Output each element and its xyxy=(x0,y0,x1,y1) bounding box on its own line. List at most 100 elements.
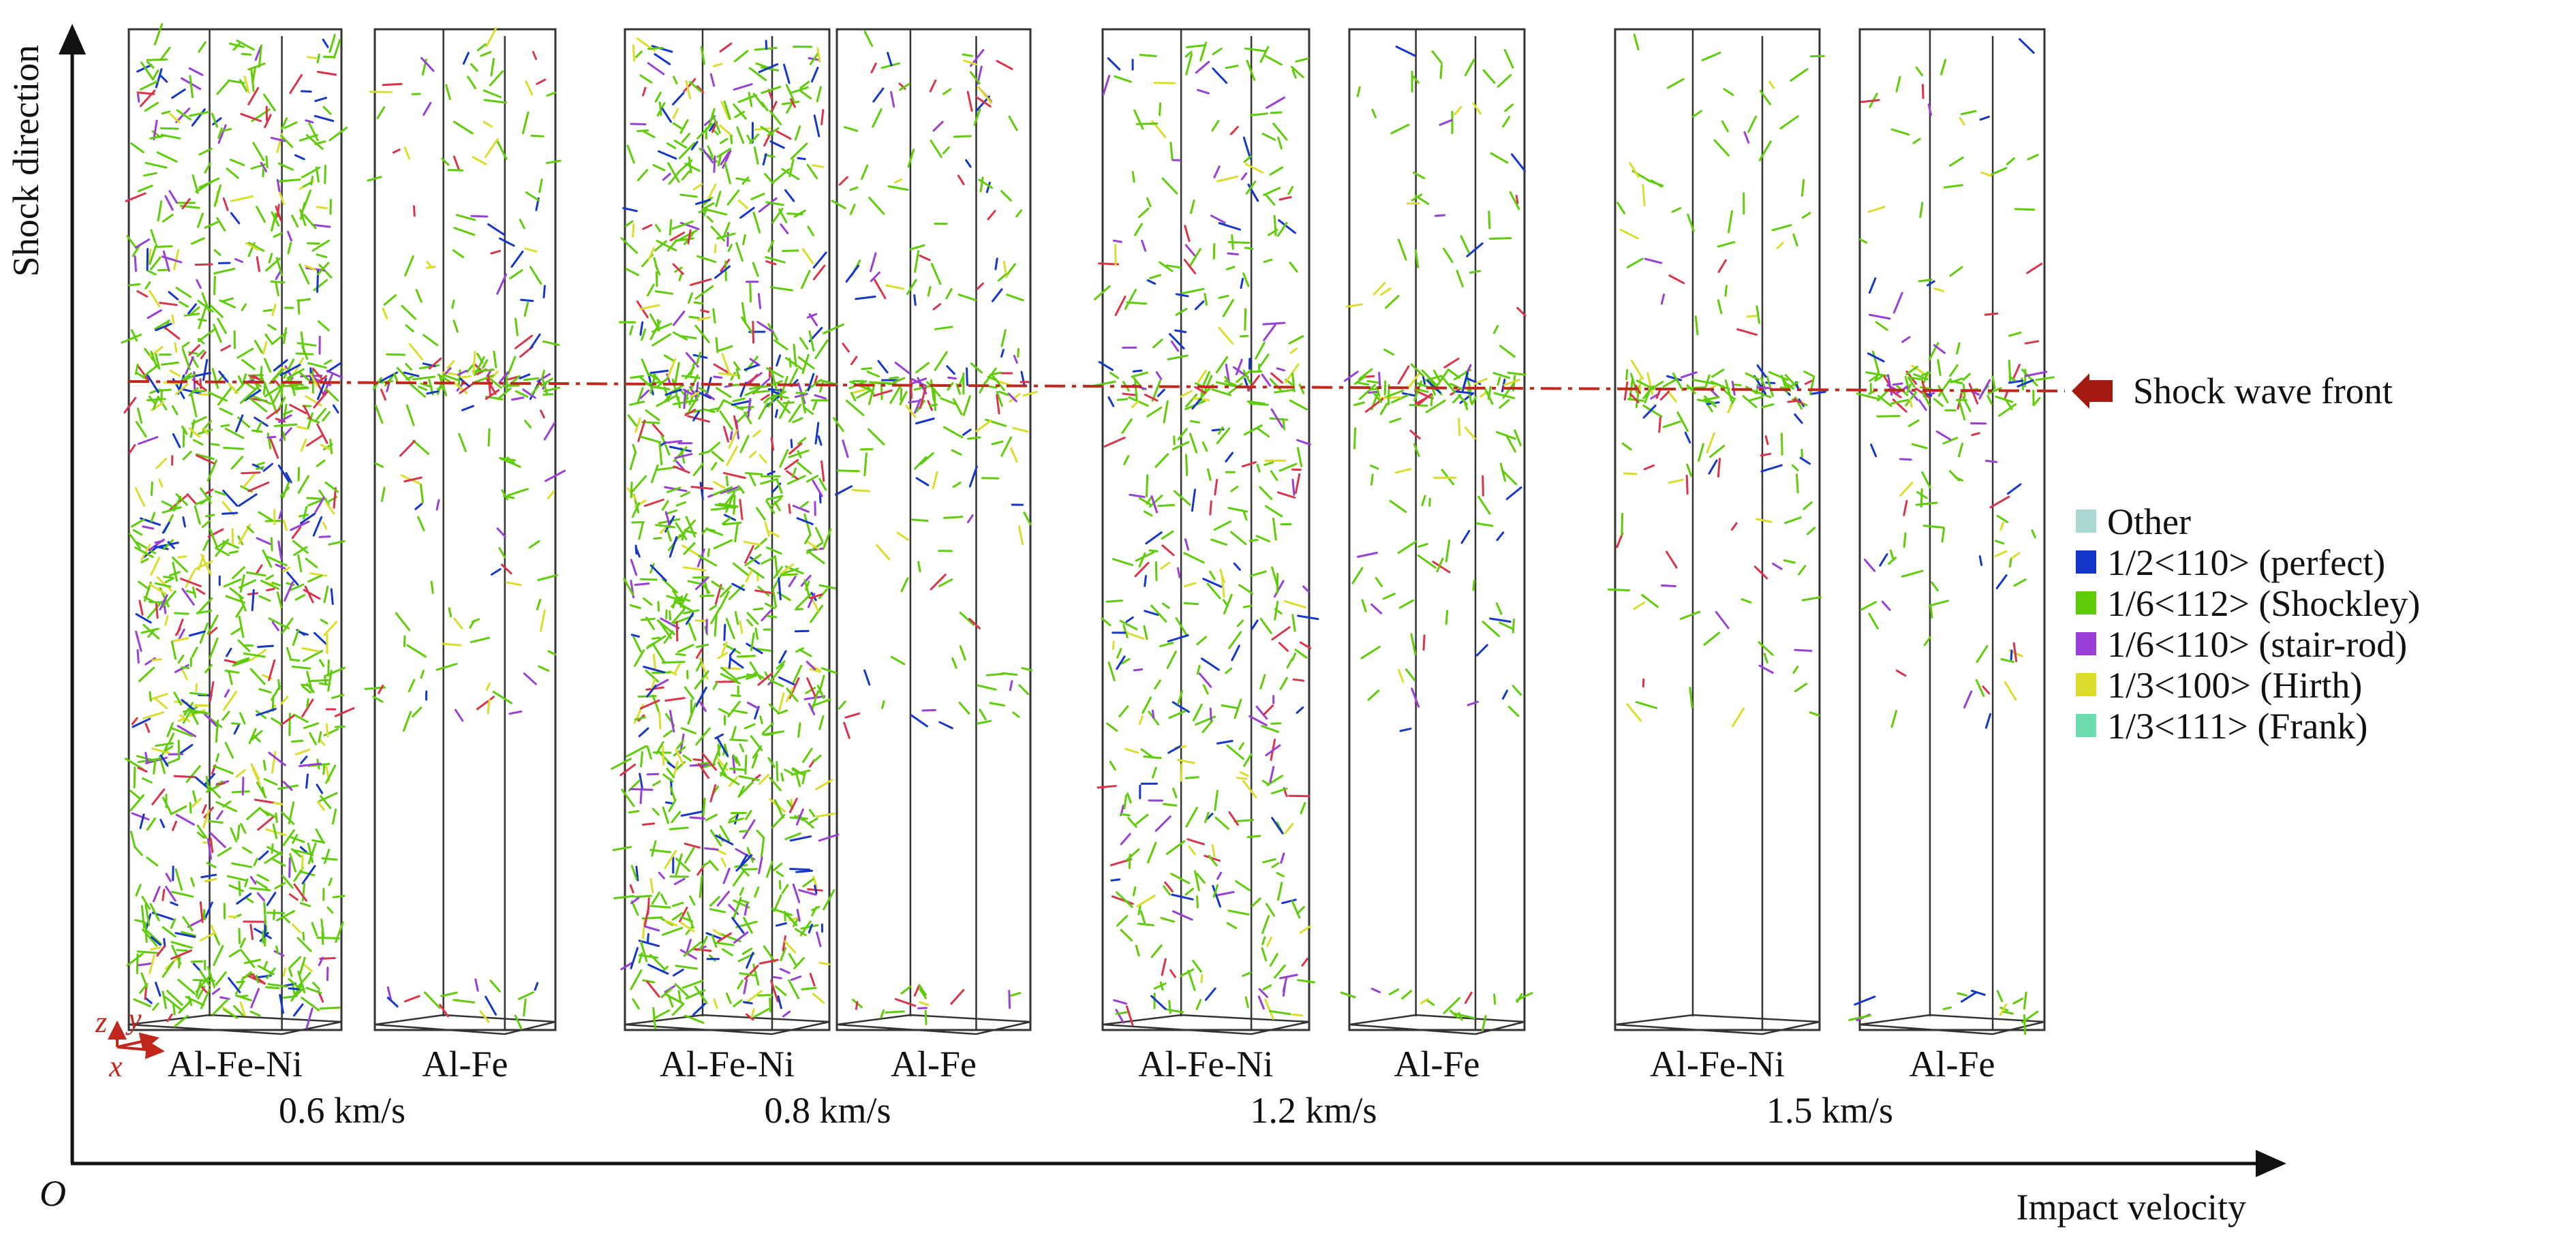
dislocation-segment xyxy=(765,255,786,264)
dislocation-segment xyxy=(1127,817,1137,828)
dislocation-segment xyxy=(2011,552,2021,559)
dislocation-segment xyxy=(280,134,294,149)
dislocation-segment xyxy=(403,476,423,483)
dislocation-segment xyxy=(318,264,333,279)
dislocation-segment xyxy=(1905,365,1918,375)
dislocation-segment xyxy=(1291,900,1301,919)
dislocation-segment xyxy=(1255,535,1270,543)
dislocation-segment xyxy=(638,522,644,540)
dislocation-segment xyxy=(1189,433,1198,454)
dislocation-segment xyxy=(279,715,295,726)
dislocation-segment xyxy=(206,862,217,869)
dislocation-segment xyxy=(703,408,716,413)
dislocation-segment xyxy=(807,225,814,236)
dislocation-segment xyxy=(1291,614,1296,632)
dislocation-segment xyxy=(1240,277,1244,290)
dislocation-segment xyxy=(611,758,632,770)
dislocation-segment xyxy=(231,722,241,725)
dislocation-segment xyxy=(754,589,775,595)
dislocation-segment xyxy=(1264,505,1283,518)
dislocation-segment xyxy=(649,564,667,582)
dislocation-segment xyxy=(1676,411,1689,433)
dislocation-segment xyxy=(683,542,696,555)
dislocation-segment xyxy=(1206,813,1214,820)
dislocation-segment xyxy=(816,931,822,948)
dislocation-segment xyxy=(744,554,762,567)
dislocation-segment xyxy=(1942,1006,1952,1010)
dislocation-segment xyxy=(219,407,233,416)
dislocation-segment xyxy=(654,240,667,252)
dislocation-segment xyxy=(1010,447,1018,463)
dislocation-segment xyxy=(1218,222,1241,231)
legend-label: 1/3<111> (Frank) xyxy=(2107,706,2367,747)
dislocation-segment xyxy=(1226,744,1244,760)
dislocation-segment xyxy=(630,969,643,990)
dislocation-segment xyxy=(801,248,814,264)
dislocation-segment xyxy=(1503,48,1514,69)
dislocation-segment xyxy=(823,889,835,911)
dislocation-segment xyxy=(423,991,441,1010)
dislocation-segment xyxy=(720,666,738,681)
dislocation-segment xyxy=(382,307,388,319)
dislocation-segment xyxy=(1472,579,1475,591)
dislocation-segment xyxy=(1473,377,1488,386)
dislocation-segment xyxy=(1995,395,2014,403)
dislocation-segment xyxy=(1639,377,1642,394)
dislocation-segment xyxy=(264,387,279,398)
dislocation-segment xyxy=(182,709,192,724)
dislocation-segment xyxy=(1107,57,1121,71)
dislocation-segment xyxy=(245,242,260,251)
dislocation-segment xyxy=(1216,871,1223,880)
dislocation-segment xyxy=(1666,78,1685,89)
dislocation-segment xyxy=(1784,516,1802,525)
dislocation-segment xyxy=(672,92,685,106)
dislocation-segment xyxy=(137,758,161,764)
dislocation-segment xyxy=(1022,390,1038,397)
dislocation-segment xyxy=(1212,884,1219,898)
dislocation-segment xyxy=(316,937,340,939)
dislocation-segment xyxy=(751,753,758,769)
dislocation-segment xyxy=(1717,259,1727,273)
dislocation-segment xyxy=(927,285,932,297)
dislocation-segment xyxy=(251,730,263,740)
dislocation-segment xyxy=(799,90,812,99)
dislocation-segment xyxy=(783,63,791,84)
dislocation-segment xyxy=(652,780,661,787)
dislocation-segment xyxy=(918,984,927,996)
dislocation-segment xyxy=(1143,625,1148,640)
dislocation-segment xyxy=(311,239,330,252)
dislocation-segment xyxy=(781,884,789,894)
dislocation-segment xyxy=(1717,458,1721,478)
dislocation-segment xyxy=(778,676,797,687)
dislocation-segment xyxy=(773,565,783,579)
dislocation-segment xyxy=(682,754,692,762)
dislocation-segment xyxy=(171,727,194,737)
dislocation-segment xyxy=(226,875,247,881)
dislocation-segment xyxy=(476,696,495,711)
dislocation-segment xyxy=(249,375,262,381)
dislocation-segment xyxy=(1401,990,1413,1000)
dislocation-segment xyxy=(647,933,649,943)
dislocation-segment xyxy=(316,53,320,63)
dislocation-segment xyxy=(1144,575,1147,587)
dislocation-segment xyxy=(415,289,423,303)
dislocation-segment xyxy=(733,999,743,1008)
dislocation-segment xyxy=(155,742,174,747)
dislocation-segment xyxy=(808,330,815,352)
dislocation-segment xyxy=(291,666,311,670)
dislocation-segment xyxy=(324,675,327,685)
simulation-box xyxy=(127,28,343,1035)
dislocation-segment xyxy=(744,809,752,820)
dislocation-segment xyxy=(326,369,343,379)
dislocation-segment xyxy=(511,396,525,401)
dislocation-segment xyxy=(1167,354,1189,360)
dislocation-segment xyxy=(1242,136,1252,159)
dislocation-segment xyxy=(1984,713,1991,729)
dislocation-segment xyxy=(720,585,732,598)
dislocation-segment xyxy=(717,652,729,659)
dislocation-segment xyxy=(1202,578,1223,588)
dislocation-segment xyxy=(795,392,806,394)
dislocation-segment xyxy=(1223,593,1233,614)
dislocation-segment xyxy=(485,377,497,395)
panel-material-label: Al-Fe-Ni xyxy=(1650,1044,1785,1084)
